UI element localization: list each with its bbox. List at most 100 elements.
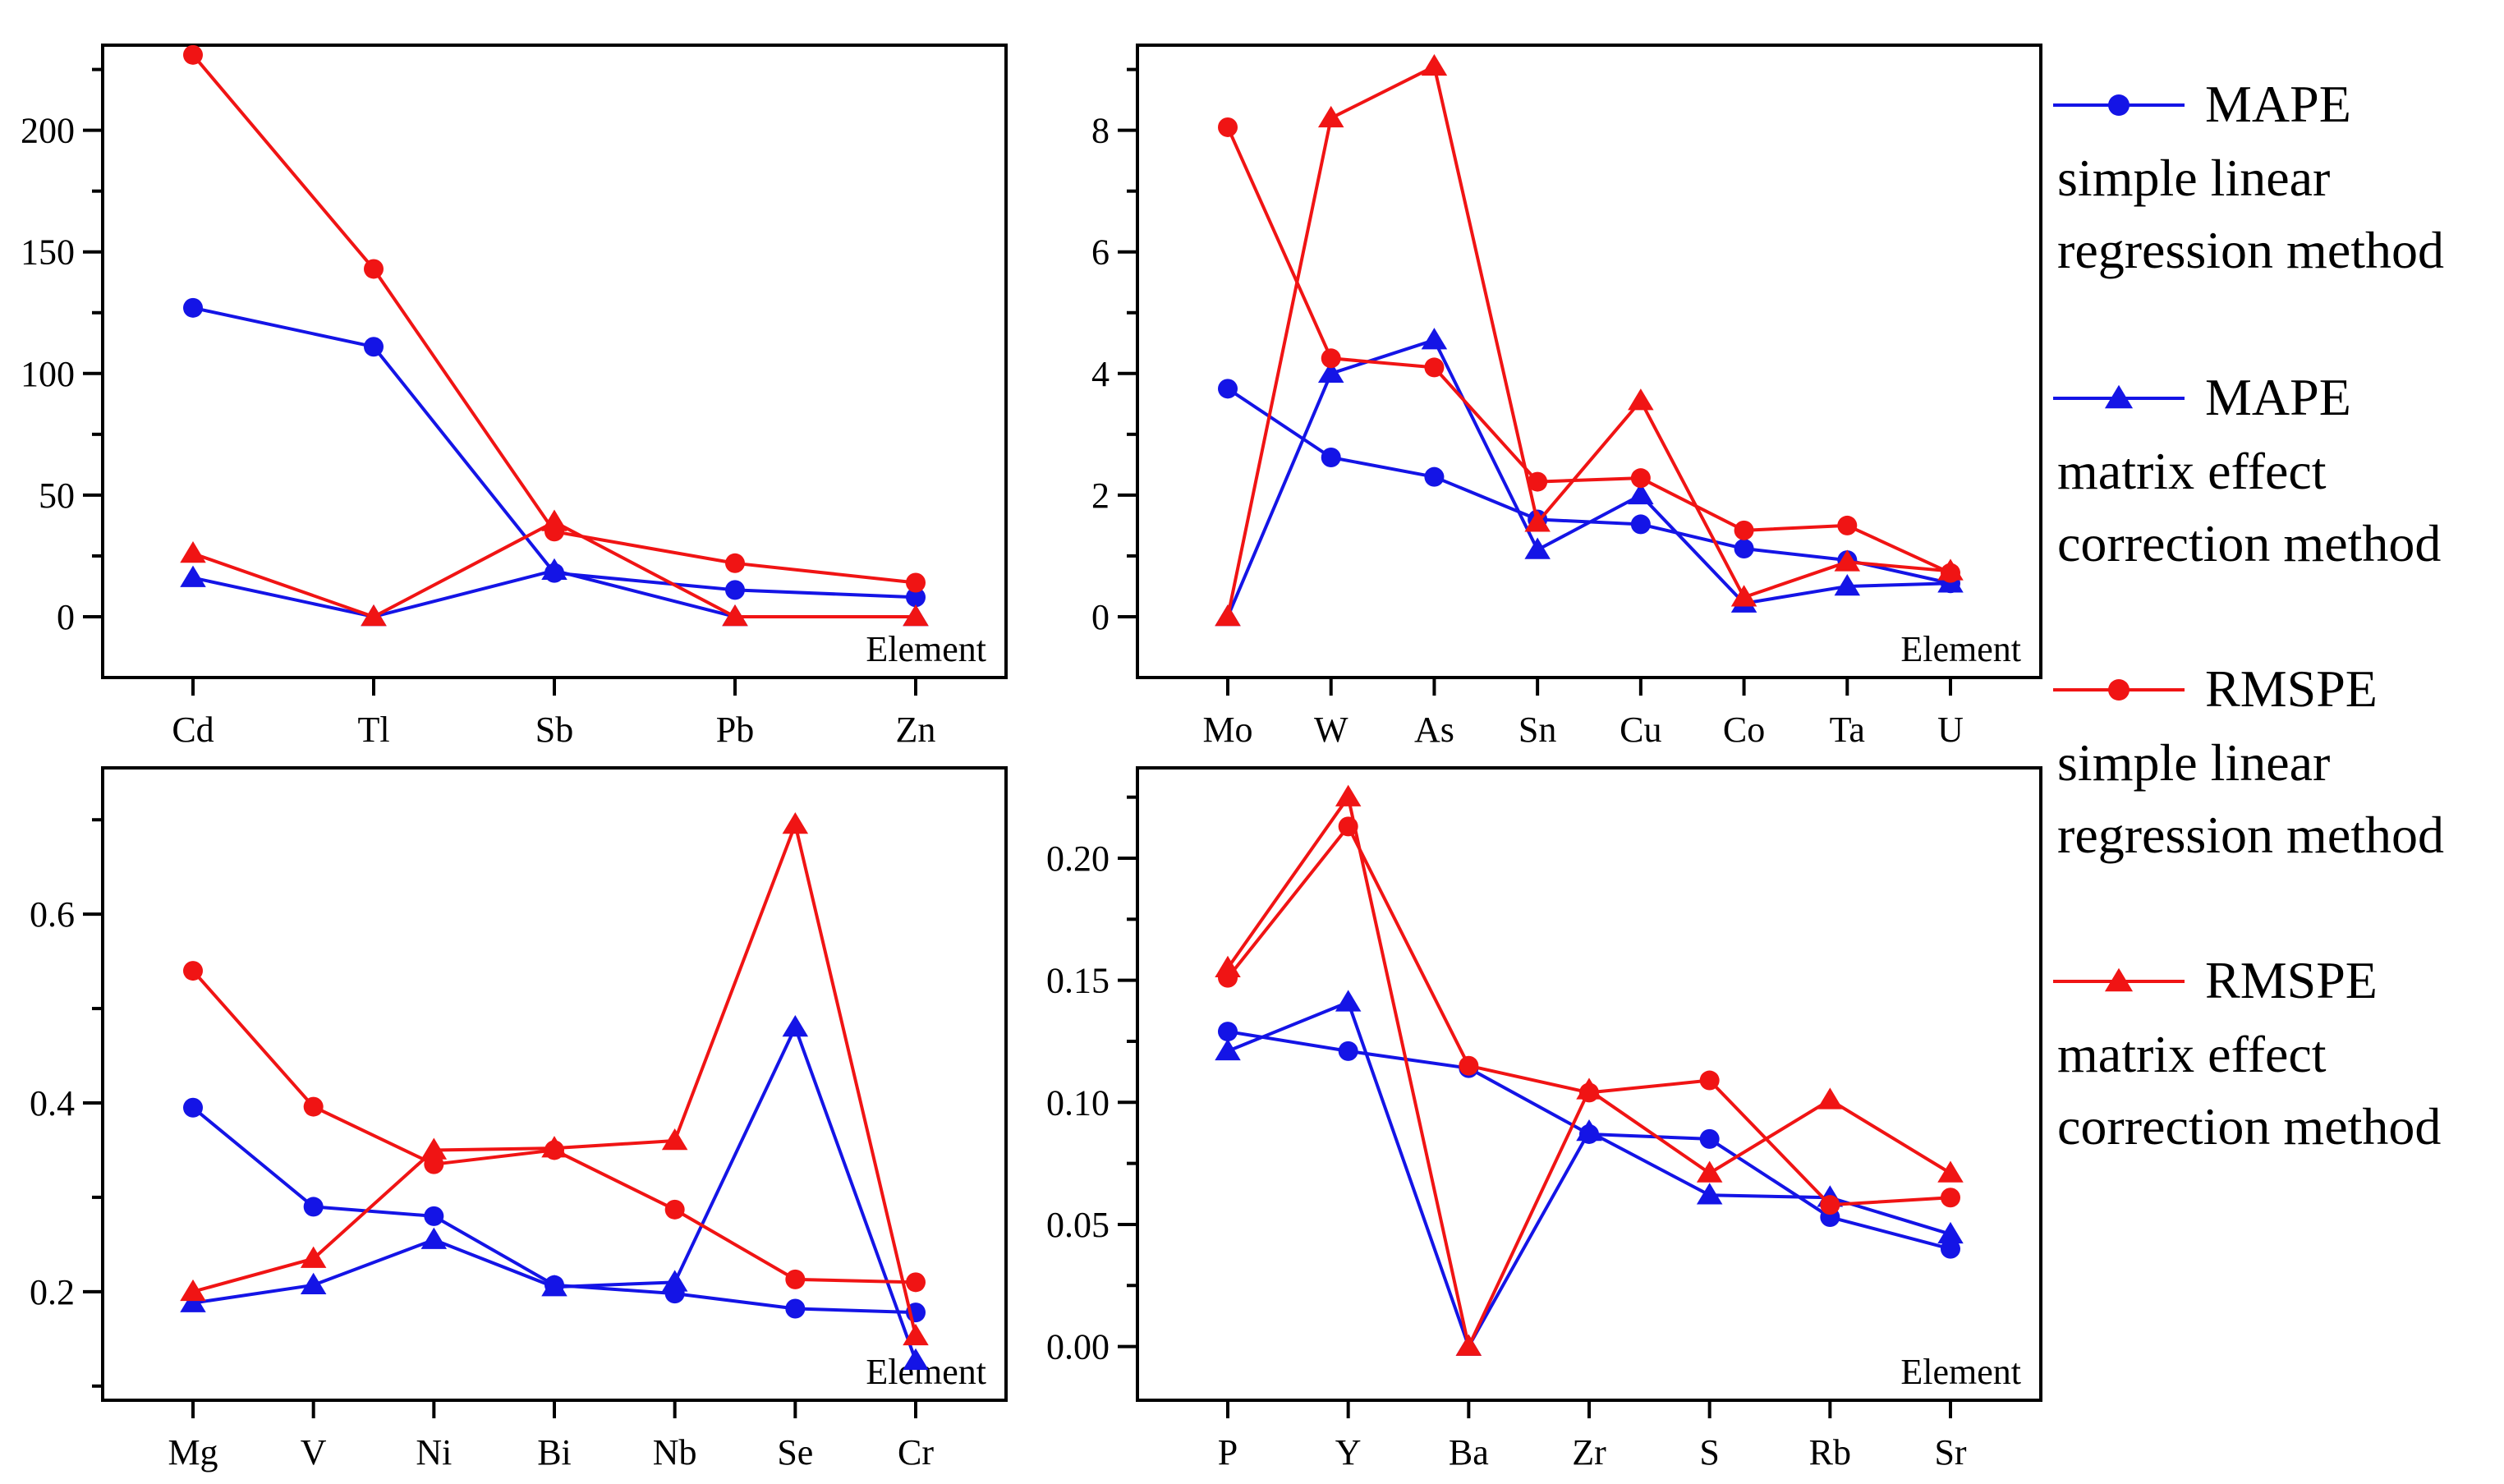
legend-label-line3: correction method: [2057, 514, 2441, 572]
data-point-Co: [1734, 539, 1754, 559]
data-point-Pb: [722, 604, 748, 627]
chart-panel-4: 0.00 0.05 0.10 0.15 0.20 P Y Ba Zr S Rb Sr Element: [1046, 766, 2042, 1473]
data-point-Cu: [1628, 388, 1654, 411]
data-point-Cr: [906, 1272, 926, 1293]
x-axis-title: Element: [1900, 629, 2021, 669]
data-point-S: [1696, 1160, 1723, 1183]
data-point-Ta: [1834, 573, 1861, 596]
series-4: [180, 811, 929, 1346]
legend-label-line3: regression method: [2057, 806, 2444, 864]
series-line: [1226, 795, 1952, 1348]
data-point-V: [303, 1197, 324, 1217]
y-tick-label: 8: [1091, 111, 1110, 151]
data-point-As: [1424, 466, 1445, 487]
y-tick-label: 0.15: [1046, 961, 1110, 1001]
series-line: [1227, 1000, 1951, 1348]
y-tick-label: 0.00: [1046, 1327, 1110, 1367]
series-3: [1218, 816, 1960, 1215]
x-tick-label-As: As: [1414, 710, 1454, 750]
data-point-W: [1317, 105, 1344, 128]
data-point-Sr: [1941, 1238, 1960, 1259]
data-point-Cd: [183, 297, 203, 318]
series-line: [1226, 338, 1951, 618]
series-2: [180, 1015, 929, 1370]
y-tick-label: 100: [21, 354, 75, 394]
data-point-Se: [782, 811, 809, 834]
x-tick-label-Pb: Pb: [716, 710, 754, 750]
data-point-Nb: [661, 1270, 688, 1292]
data-point-Tl: [364, 259, 384, 279]
data-point-Pb: [725, 580, 745, 600]
series-line: [191, 969, 917, 1284]
legend-label: MAPE: [2205, 75, 2351, 133]
data-point-Nb: [661, 1128, 688, 1151]
legend-marker: [2104, 384, 2134, 409]
data-point-Zr: [1576, 1077, 1602, 1100]
legend-label-line2: matrix effect: [2057, 442, 2327, 500]
x-tick-label-Cr: Cr: [898, 1432, 934, 1473]
data-point-Zn: [906, 587, 926, 608]
data-point-Mo: [1218, 117, 1238, 137]
y-tick-label: 0.4: [30, 1083, 75, 1123]
data-point-V: [303, 1096, 324, 1117]
series-line: [192, 306, 917, 600]
data-point-As: [1421, 328, 1448, 350]
chart-panel-3: 0.2 0.4 0.6 Mg V Ni Bi Nb Se Cr Element: [30, 766, 1008, 1473]
data-point-S: [1696, 1183, 1723, 1205]
chart-panel-2: 0 2 4 6 8 Mo W As Sn Cu Co Ta U Element: [1091, 44, 2042, 750]
data-point-Sn: [1524, 537, 1551, 559]
y-tick-label: 4: [1091, 354, 1110, 394]
data-point-Mg: [180, 1279, 206, 1302]
data-point-Zr: [1576, 1119, 1602, 1142]
data-point-Mg: [183, 1097, 203, 1118]
data-point-W: [1321, 348, 1341, 369]
data-point-Mg: [183, 961, 203, 981]
data-point-Y: [1335, 990, 1362, 1012]
x-tick-label-Mg: Mg: [168, 1432, 218, 1473]
series-4: [1215, 53, 1964, 627]
data-point-P: [1215, 955, 1241, 978]
legend-marker: [2104, 967, 2134, 992]
x-tick-label-P: P: [1218, 1432, 1238, 1473]
data-point-Ba: [1459, 1055, 1479, 1076]
data-point-Co: [1730, 585, 1757, 607]
series-3: [183, 961, 926, 1293]
data-point-Sb: [541, 509, 567, 531]
series-line: [1226, 825, 1951, 1207]
x-tick-label-Zn: Zn: [896, 710, 936, 750]
data-point-Mo: [1215, 604, 1241, 627]
data-point-Y: [1335, 784, 1362, 806]
data-point-Rb: [1817, 1087, 1844, 1110]
data-point-U: [1937, 558, 1964, 581]
x-tick-label-Nb: Nb: [653, 1432, 697, 1473]
x-tick-label-Ba: Ba: [1449, 1432, 1489, 1473]
data-point-Se: [785, 1269, 806, 1289]
x-tick-label-U: U: [1937, 710, 1964, 750]
y-tick-label: 0.2: [30, 1272, 75, 1312]
data-point-Bi: [541, 1275, 567, 1297]
x-tick-label-W: W: [1314, 710, 1348, 750]
data-point-Ta: [1834, 549, 1861, 572]
legend: MAPE simple linear regression method MAPE ma…: [2053, 75, 2444, 1155]
x-tick-label-Tl: Tl: [357, 710, 389, 750]
data-point-Cr: [903, 1348, 929, 1370]
data-point-Se: [782, 1015, 809, 1037]
series-line: [192, 822, 917, 1337]
series-line: [1226, 126, 1951, 575]
x-tick-label-Y: Y: [1335, 1432, 1362, 1473]
data-point-Zn: [903, 604, 929, 627]
y-tick-label: 0: [57, 597, 75, 637]
y-tick-label: 0.20: [1046, 838, 1110, 879]
y-tick-label: 0.10: [1046, 1082, 1110, 1123]
data-point-Sn: [1528, 471, 1548, 492]
data-point-W: [1317, 361, 1344, 384]
legend-item-3: RMSPE simple linear regression method: [2053, 659, 2444, 864]
legend-item-2: MAPE matrix effect correction method: [2053, 368, 2441, 572]
data-point-S: [1699, 1070, 1720, 1091]
data-point-V: [300, 1246, 327, 1268]
data-point-Mg: [180, 1290, 206, 1312]
data-point-Cu: [1628, 482, 1654, 505]
data-point-Sr: [1937, 1221, 1964, 1244]
data-point-Ta: [1837, 515, 1858, 535]
legend-label-line2: simple linear: [2057, 149, 2330, 207]
